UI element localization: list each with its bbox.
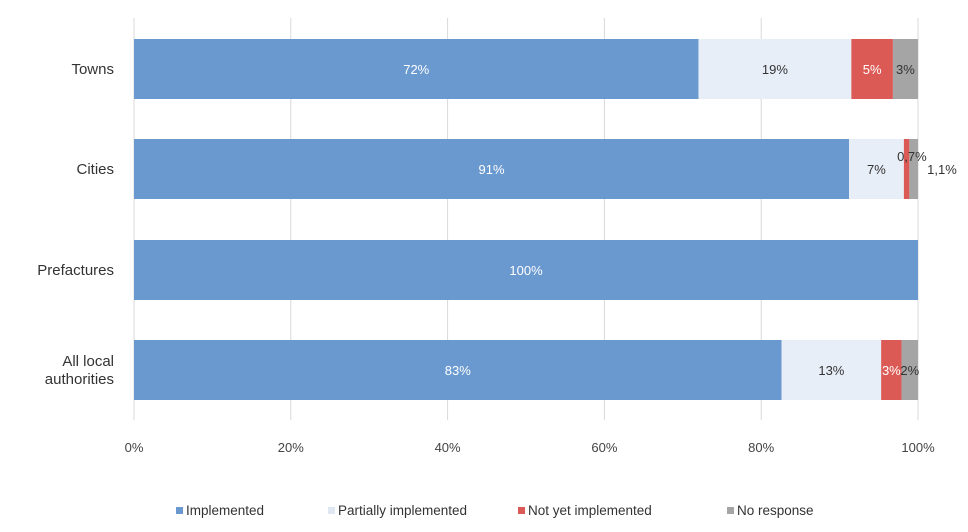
data-label: 72%: [403, 62, 429, 77]
x-tick-label: 0%: [125, 440, 144, 455]
bar-segment: [134, 340, 782, 400]
legend-swatch: [727, 507, 734, 514]
category-labels: Towns Cities Prefactures All localauthoriti…: [37, 61, 114, 388]
bar-segment: [698, 39, 852, 99]
legend-label: Implemented: [186, 503, 264, 518]
bar-segment: [909, 139, 918, 199]
x-tick-label: 100%: [901, 440, 935, 455]
legend-label: No response: [737, 503, 814, 518]
bar-segment: [892, 39, 918, 99]
bar-segment: [134, 139, 850, 199]
bar-segment: [134, 39, 699, 99]
data-labels: 72% 19% 5% 3%91% 7%0,7%1,1%100%83% 13% 3% 2%: [403, 62, 957, 378]
data-label: 0,7%: [897, 149, 927, 164]
x-axis-tick-labels: 0% 20% 40% 60% 80% 100%: [125, 440, 935, 455]
category-label: Cities: [76, 161, 114, 178]
bar-segment: [881, 340, 902, 400]
legend-swatch: [518, 507, 525, 514]
bar-segment: [781, 340, 882, 400]
x-tick-label: 40%: [435, 440, 461, 455]
data-label: 7%: [867, 162, 886, 177]
category-label: authorities: [45, 371, 114, 388]
bar-segment: [901, 340, 918, 400]
x-tick-label: 20%: [278, 440, 304, 455]
data-label: 100%: [509, 263, 543, 278]
data-label: 3%: [882, 363, 901, 378]
legend-label: Not yet implemented: [528, 503, 652, 518]
bar-segment: [903, 139, 910, 199]
data-label: 13%: [818, 363, 844, 378]
legend-label: Partially implemented: [338, 503, 467, 518]
data-label: 19%: [762, 62, 788, 77]
x-tick-label: 80%: [748, 440, 774, 455]
category-label: Prefactures: [37, 262, 114, 279]
legend-swatch: [328, 507, 335, 514]
category-label: Towns: [71, 61, 114, 78]
bar-segment: [134, 240, 918, 300]
data-label: 83%: [445, 363, 471, 378]
data-label: 2%: [900, 363, 919, 378]
legend: Implemented Partially implemented Not yet …: [176, 503, 814, 518]
bars: [134, 39, 918, 400]
category-label: All local: [62, 353, 114, 370]
data-label: 1,1%: [927, 162, 957, 177]
bar-segment: [849, 139, 904, 199]
data-label: 3%: [896, 62, 915, 77]
data-label: 5%: [863, 62, 882, 77]
bar-segment: [851, 39, 893, 99]
legend-swatch: [176, 507, 183, 514]
x-tick-label: 60%: [591, 440, 617, 455]
data-label: 91%: [478, 162, 504, 177]
